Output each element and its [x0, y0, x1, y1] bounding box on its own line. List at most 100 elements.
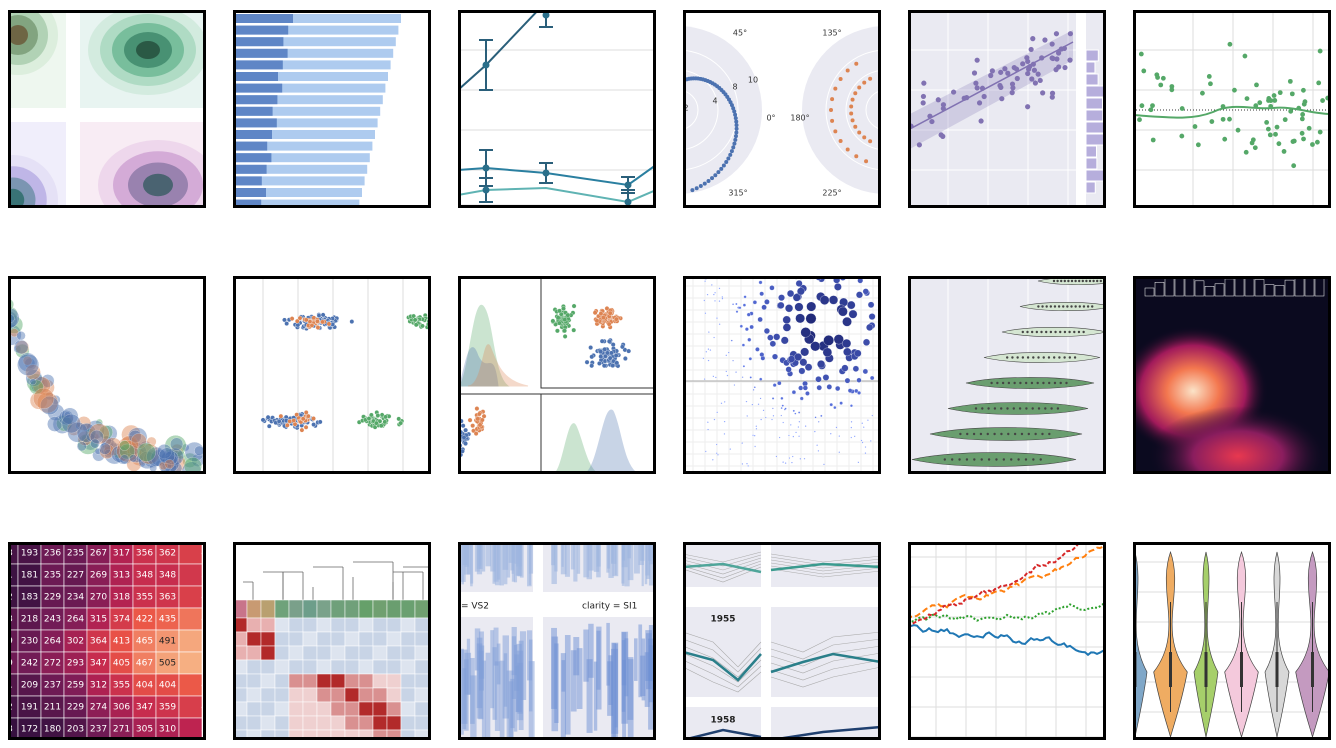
- dot: [1209, 119, 1215, 124]
- thumbnail[interactable]: [908, 276, 1118, 474]
- dot: [683, 49, 739, 171]
- thumbnail[interactable]: [233, 276, 438, 474]
- dot: [713, 418, 716, 421]
- label: 374: [113, 615, 130, 625]
- thumbnail[interactable]: [456, 276, 656, 474]
- dot: [862, 288, 869, 295]
- shape: [235, 199, 262, 208]
- label: 467: [136, 659, 153, 669]
- dot: [136, 442, 156, 462]
- dot: [757, 316, 763, 323]
- thumbnail-content: [233, 561, 431, 740]
- dot: [1011, 356, 1014, 359]
- dot: [865, 90, 881, 130]
- shape: [771, 607, 881, 697]
- dot: [833, 405, 837, 410]
- shape: [358, 659, 374, 675]
- dot: [718, 287, 721, 290]
- dot: [119, 443, 136, 460]
- dot: [314, 318, 320, 324]
- thumbnail[interactable]: [0, 276, 206, 482]
- dot: [156, 443, 173, 459]
- thumbnail-content: [908, 276, 1106, 474]
- band: [908, 30, 1073, 150]
- dot: [787, 355, 796, 363]
- dot: [1299, 116, 1305, 122]
- dot: [1037, 305, 1040, 308]
- dot: [852, 365, 860, 372]
- thumbnail-border: [233, 542, 431, 740]
- thumbnail[interactable]: [908, 530, 1116, 740]
- dot: [758, 280, 763, 285]
- dot: [987, 407, 990, 410]
- kde: [582, 409, 639, 474]
- thumbnail[interactable]: = VS2 clarity = SI1: [458, 542, 658, 748]
- dot: [965, 458, 969, 461]
- dot: [732, 359, 734, 362]
- label: 45°: [733, 29, 747, 38]
- shape: [561, 542, 564, 567]
- dot: [729, 448, 732, 450]
- dot: [698, 183, 703, 188]
- thumbnail[interactable]: [1123, 542, 1331, 740]
- dot: [47, 403, 65, 422]
- shape: [1264, 284, 1275, 297]
- shape: [260, 715, 276, 731]
- thumbnail[interactable]: [458, 3, 656, 214]
- label: 404: [159, 681, 176, 691]
- shape: [593, 661, 598, 731]
- thumbnail[interactable]: [233, 10, 431, 209]
- dot: [862, 426, 865, 428]
- thumbnail[interactable]: [1131, 10, 1331, 208]
- dot: [734, 119, 739, 124]
- thumbnail[interactable]: [683, 273, 881, 474]
- shape: [235, 176, 262, 186]
- dot: [823, 335, 834, 346]
- dot: [828, 295, 839, 305]
- dot: [741, 463, 744, 465]
- shape: [316, 687, 332, 703]
- thumbnail[interactable]: 3 193 236 235 267 317 356 362 41 181 235 227 269 313 3…: [0, 542, 207, 740]
- dot: [834, 283, 842, 291]
- thumbnail-border: [908, 542, 1106, 740]
- shape: [517, 662, 523, 714]
- dot: [861, 422, 864, 425]
- dot: [100, 439, 118, 457]
- dot: [555, 315, 561, 321]
- dot: [690, 188, 695, 193]
- dot: [791, 461, 793, 464]
- shape: [358, 687, 374, 703]
- shape: [316, 659, 332, 675]
- thumbnail[interactable]: [1118, 276, 1331, 506]
- dot: [562, 328, 567, 334]
- dot: [732, 141, 737, 146]
- dot: [838, 306, 848, 317]
- dot: [835, 385, 841, 392]
- dot: [1017, 458, 1020, 461]
- shape: [274, 687, 290, 703]
- thumbnail[interactable]: [233, 542, 431, 745]
- dot: [260, 417, 266, 423]
- dot: [1232, 87, 1237, 93]
- shape: [400, 631, 416, 647]
- dot: [1281, 149, 1287, 154]
- dot: [743, 295, 747, 299]
- dot: [82, 422, 92, 433]
- dot: [1006, 407, 1009, 410]
- dot: [791, 455, 794, 458]
- dot: [759, 352, 765, 357]
- dot: [746, 462, 748, 465]
- shape: [683, 607, 761, 697]
- dot: [291, 418, 297, 423]
- thumbnail[interactable]: [0, 0, 218, 245]
- thumbnail[interactable]: 1955 1958: [683, 542, 881, 740]
- thumbnail[interactable]: [908, 10, 1106, 208]
- shape: [414, 599, 430, 619]
- dot: [759, 291, 764, 297]
- shape: [330, 701, 346, 717]
- dot: [782, 461, 784, 463]
- label: 302: [67, 637, 84, 647]
- shape: [358, 631, 374, 647]
- dot: [1059, 381, 1062, 385]
